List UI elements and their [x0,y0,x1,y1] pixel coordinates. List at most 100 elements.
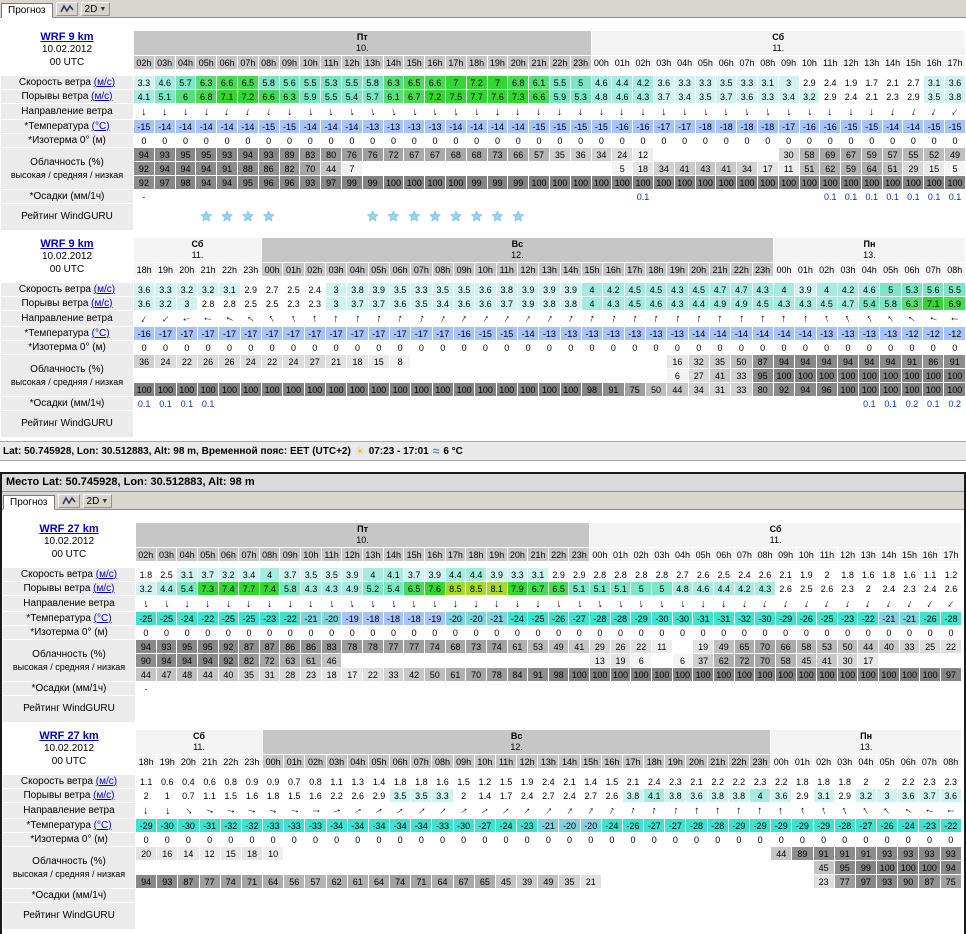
model-link[interactable]: WRF 27 km [39,730,99,742]
cloud-mid-cell [304,369,325,382]
row-label-wind-gusts-unit-link[interactable]: (м/с) [93,789,115,801]
model-link[interactable]: WRF 9 km [40,31,94,43]
graph-view-button[interactable] [57,494,80,508]
wind-speed-cell: 3.9 [560,283,581,296]
wind-direction-arrow: ↓ [328,597,335,610]
precipitation-cell [674,190,695,203]
graph-view-button[interactable] [55,2,78,16]
wind-gust-cell: 3.8 [728,789,749,802]
isotherm-cell: 0 [707,833,728,846]
rating-cell [581,411,603,437]
cloud-low-cell: 71 [411,875,432,888]
precipitation-cell [279,190,300,203]
row-label-temperature-unit-link[interactable]: (°C) [93,819,112,831]
cloud-high-cell: 12 [633,148,653,161]
wind-direction-arrow: ↓ [458,311,470,326]
hour-cell: 19h [487,56,508,69]
wind-speed-cell: 5 [880,283,901,296]
isotherm-cell: 0 [591,134,612,147]
wind-gust-cell: 4.1 [134,90,154,103]
wind-direction-arrow: ↓ [716,312,724,325]
row-label-wind-gusts-unit-link[interactable]: (м/с) [93,582,115,594]
rating-cell [411,411,432,437]
precipitation-cell [837,682,858,695]
cloud-mid-cell [474,861,495,874]
tabbar-top: Прогноз 2D ▼ [0,0,966,18]
isotherm-cell: 0 [362,134,383,147]
wind-speed-cell: 2.9 [240,283,261,296]
wind-direction-arrow: ↓ [764,105,772,118]
view-2d-dropdown[interactable]: 2D ▼ [82,494,113,508]
cloud-high-cell: 57 [529,148,549,161]
wind-speed-cell: 0.9 [241,775,263,788]
tab-forecast[interactable]: Прогноз [1,3,53,18]
cloud-high-cell: 68 [445,640,466,653]
row-label-rating-text: Рейтинг WindGURU [21,418,113,429]
row-label-wind-speed-unit-link[interactable]: (м/с) [93,76,116,88]
cloud-mid-cell [495,861,517,874]
precipitation-cell [709,397,731,410]
wind-direction-arrow: ↓ [926,313,940,324]
cloud-low-cell: 100 [197,383,219,396]
rating-cell [728,903,749,929]
precipitation-row: *Осадки (мм/1ч) [3,889,961,902]
cloud-high-cell: 12 [199,847,220,860]
cloud-mid-cell: 6 [631,654,652,667]
cloud-high-cell: 15 [220,847,241,860]
cloud-low-cell: 100 [652,668,672,681]
row-label-temperature-unit-link[interactable]: (°C) [91,120,110,132]
row-label-wind-speed-unit-link[interactable]: (м/с) [95,568,118,580]
row-label-temperature-unit-link[interactable]: (°C) [93,612,112,624]
hour-cell: 18h [645,263,667,276]
temperature-cell: -33 [284,819,305,832]
temperature-cell: -17 [368,327,389,340]
temperature-cell: -15 [279,120,300,133]
precipitation-cell [920,682,940,695]
wind-gust-cell: 4.3 [773,297,795,310]
rating-cell [693,696,713,722]
cloud-mid-cell [178,861,199,874]
cloud-mid-cell: 94 [196,162,217,175]
row-label-wind-speed-unit-link[interactable]: (м/с) [95,775,118,787]
model-link[interactable]: WRF 9 km [40,238,94,250]
wind-speed-cell: 1.2 [474,775,495,788]
cloud-mid-cell [569,654,590,667]
row-label-wind-speed-unit-link[interactable]: (м/с) [93,283,116,295]
cloud-high-cell: 24 [240,355,261,368]
wind-speed-cell: 5.5 [944,283,965,296]
wind-gust-cell: 4.9 [342,582,363,595]
isotherm-cell: 0 [796,626,817,639]
wind-gust-cell: 3.4 [778,90,799,103]
wind-gust-cell: 5.2 [363,582,383,595]
isotherm-cell: 0 [920,626,940,639]
row-label-wind-gusts-unit-link[interactable]: (м/с) [91,297,113,309]
cloud-low-cell: 100 [496,383,517,396]
model-link[interactable]: WRF 27 km [39,523,99,535]
wind-speed-row: Скорость ветра (м/с) 1.8 2.5 3.1 3.7 3.2 3.4 4 3… [3,568,961,581]
cloud-mid-cell [155,369,176,382]
wind-direction-cell: ↓ [652,596,672,611]
isotherm-cell: 0 [624,341,645,354]
precipitation-cell [432,397,453,410]
wind-speed-cell: 3.2 [197,283,219,296]
wind-direction-arrow: ↓ [695,312,703,325]
view-2d-dropdown[interactable]: 2D ▼ [80,2,111,16]
row-label-temperature-unit-link[interactable]: (°C) [91,327,110,339]
rating-cell [731,411,752,437]
wind-speed-cell: 4.6 [591,76,612,89]
wind-direction-cell: ↓ [325,311,347,326]
wind-direction-cell: ↓ [432,311,453,326]
cloud-mid-cell: 100 [859,369,880,382]
row-label-isotherm: *Изотерма 0° (м) [3,626,135,639]
cloud-low-cell: 87 [919,875,940,888]
cloud-high-cell: 50 [731,355,752,368]
hour-cell: 21h [528,548,548,561]
cloud-mid-cell: 5 [945,162,965,175]
temperature-cell: -24 [601,819,622,832]
rating-cell [424,696,445,722]
temperature-cell: -16 [820,120,841,133]
cloud-low-cell: 100 [219,383,240,396]
tab-forecast[interactable]: Прогноз [3,495,55,510]
cloud-low-cell: 100 [155,383,176,396]
row-label-wind-gusts-unit-link[interactable]: (м/с) [91,90,113,102]
